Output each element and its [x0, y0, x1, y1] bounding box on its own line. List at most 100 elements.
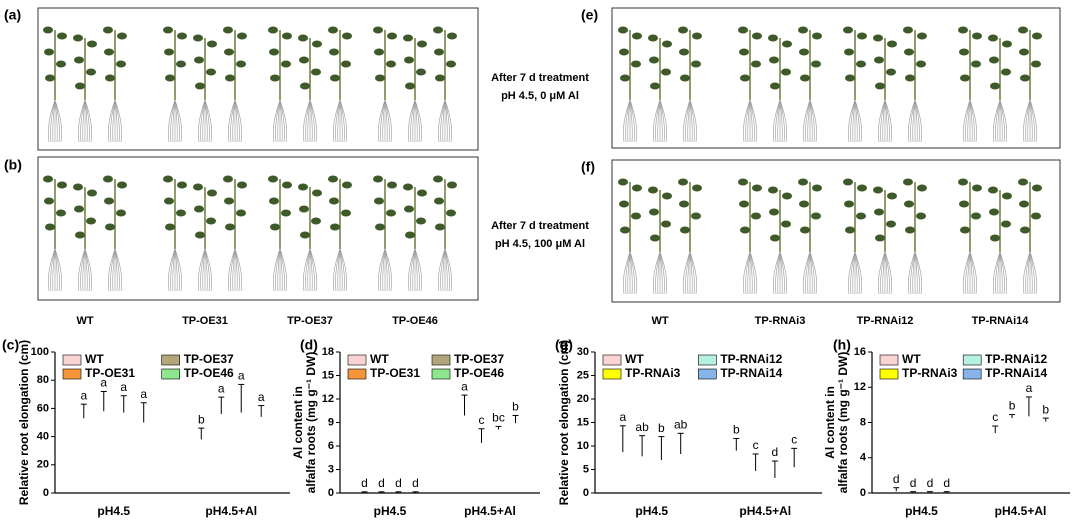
root: [412, 248, 416, 292]
root: [54, 99, 58, 143]
leaf: [958, 26, 968, 34]
root: [114, 248, 118, 292]
leaf: [989, 208, 999, 216]
root: [907, 99, 916, 143]
root: [414, 248, 420, 292]
leaf: [691, 60, 701, 68]
root: [999, 251, 1005, 295]
leaf: [103, 175, 113, 183]
significance-letter: d: [412, 476, 419, 490]
leaf: [903, 26, 913, 34]
root: [914, 251, 918, 295]
root: [657, 99, 661, 143]
leaf: [300, 231, 310, 239]
root: [279, 248, 285, 292]
root: [689, 99, 698, 143]
leaf: [1018, 178, 1028, 186]
leaf: [225, 223, 235, 231]
leaf: [237, 181, 247, 189]
legend-label: WT: [625, 352, 644, 366]
legend-swatch: [431, 368, 451, 380]
leaf: [619, 200, 629, 208]
leaf: [905, 74, 915, 82]
panel-label: (g): [555, 337, 573, 353]
leaf: [751, 212, 761, 220]
significance-letter: b: [1042, 402, 1049, 416]
leaf: [988, 34, 998, 42]
significance-letter: b: [198, 412, 205, 426]
root: [279, 248, 283, 292]
leaf: [811, 212, 821, 220]
root: [444, 248, 450, 292]
legend-swatch: [161, 368, 180, 380]
legend-label: WT: [370, 352, 389, 366]
legend-swatch: [698, 354, 717, 366]
leaf: [57, 32, 67, 40]
root: [969, 99, 975, 143]
root: [277, 99, 281, 143]
leaf: [799, 48, 809, 56]
y-tick-label: 20: [37, 459, 49, 471]
leaf: [300, 82, 310, 90]
leaf: [650, 234, 660, 242]
root: [174, 248, 180, 292]
leaf: [329, 197, 339, 205]
root: [882, 251, 886, 295]
leaf: [312, 40, 322, 48]
leaf: [886, 68, 896, 76]
leaf: [988, 186, 998, 194]
panel-label: (c): [2, 337, 19, 353]
significance-letter: d: [910, 476, 917, 490]
x-tick-label: pH4.5: [635, 504, 668, 518]
leaf: [268, 175, 278, 183]
root: [809, 99, 813, 143]
root: [622, 99, 631, 143]
leaf: [738, 26, 748, 34]
root: [652, 251, 661, 295]
root: [1022, 99, 1031, 143]
leaf: [620, 74, 630, 82]
legend-label: TP-OE46: [454, 366, 504, 380]
leaf: [298, 183, 308, 191]
leaf: [177, 181, 187, 189]
leaf: [417, 189, 427, 197]
leaf: [56, 60, 66, 68]
x-tick-label: pH4.5+Al: [205, 504, 257, 518]
significance-letter: d: [893, 472, 900, 486]
y-tick-label: 8: [860, 416, 866, 428]
root: [962, 99, 971, 143]
y-tick-label: 16: [854, 346, 866, 358]
root: [1029, 99, 1033, 143]
root: [742, 99, 751, 143]
leaf: [648, 34, 658, 42]
leaf: [225, 74, 235, 82]
leaf: [1031, 212, 1041, 220]
root: [112, 248, 116, 292]
significance-letter: b: [658, 421, 665, 435]
treatment: pH 4.5, 100 μM Al: [495, 238, 585, 250]
root: [440, 99, 446, 143]
root: [779, 99, 785, 143]
root: [114, 99, 118, 143]
leaf: [403, 183, 413, 191]
leaf: [446, 60, 456, 68]
root: [54, 99, 63, 143]
leaf: [990, 82, 1000, 90]
leaf: [116, 60, 126, 68]
y-tick-label: 12: [854, 381, 866, 393]
root: [854, 251, 863, 295]
leaf: [299, 205, 309, 213]
root: [689, 99, 693, 143]
root: [107, 99, 116, 143]
leaf: [781, 220, 791, 228]
leaf: [298, 34, 308, 42]
root: [962, 251, 971, 295]
significance-letter: c: [992, 410, 998, 424]
legend-swatch: [62, 354, 82, 366]
leaf: [886, 220, 896, 228]
leaf: [812, 184, 822, 192]
significance-letter: d: [378, 476, 385, 490]
root: [745, 251, 751, 295]
root: [407, 248, 416, 292]
leaf: [875, 234, 885, 242]
